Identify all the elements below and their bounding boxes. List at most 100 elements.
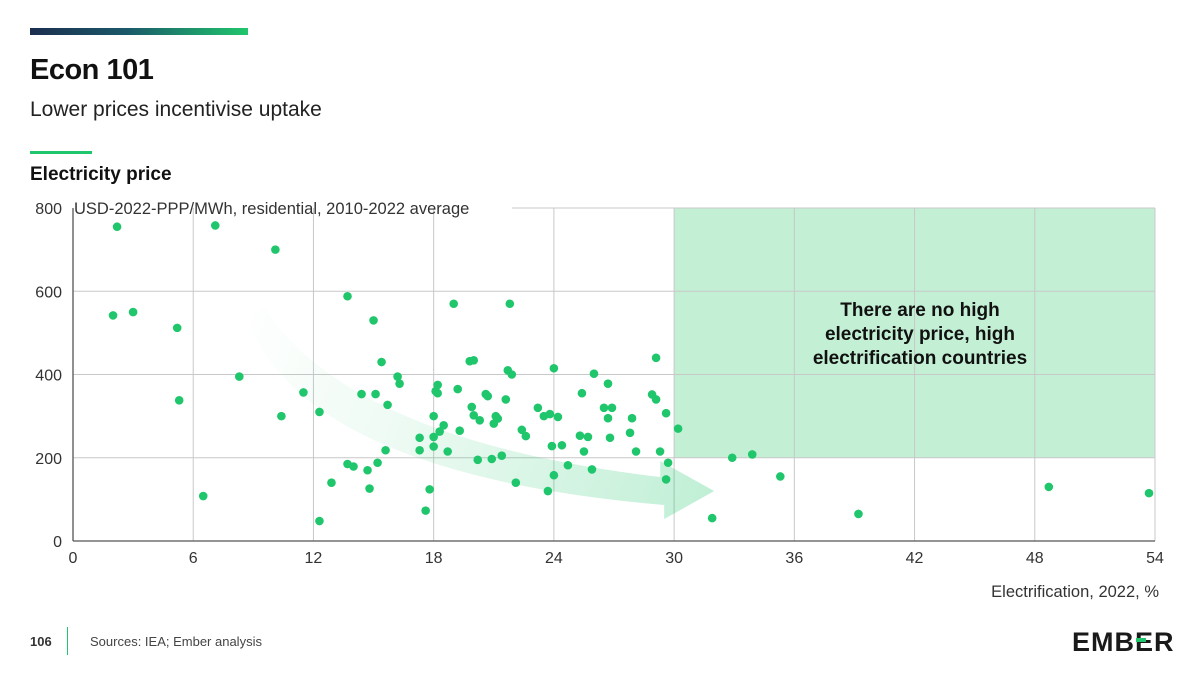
data-point: [433, 380, 442, 390]
data-point: [469, 356, 479, 365]
svg-text:EMBER: EMBER: [1072, 627, 1175, 656]
data-point: [299, 388, 308, 397]
data-point: [475, 415, 485, 425]
data-point: [112, 222, 122, 232]
chart-title-accent: [30, 151, 92, 154]
data-point: [449, 299, 459, 309]
data-point: [549, 363, 559, 373]
data-point: [517, 425, 527, 435]
data-point: [443, 447, 452, 456]
data-point: [673, 424, 683, 433]
data-point: [363, 465, 372, 475]
data-point: [365, 484, 374, 493]
data-point: [395, 379, 404, 388]
data-point: [627, 413, 637, 423]
data-point: [663, 458, 673, 468]
data-point: [575, 431, 585, 440]
data-point: [315, 516, 324, 526]
x-tick-label: 48: [1026, 550, 1044, 567]
data-point: [1044, 482, 1054, 492]
data-point: [533, 403, 543, 413]
data-point: [349, 462, 358, 471]
data-point: [415, 433, 424, 443]
data-point: [271, 245, 280, 254]
x-tick-label: 0: [69, 550, 78, 567]
data-point: [549, 470, 559, 480]
x-tick-label: 12: [305, 550, 323, 567]
data-point: [707, 513, 717, 523]
data-point: [487, 454, 497, 464]
data-point: [603, 379, 613, 388]
data-point: [579, 447, 589, 456]
data-point: [373, 458, 382, 468]
data-point: [589, 369, 599, 378]
data-point: [557, 440, 567, 450]
page-number: 106: [30, 634, 52, 649]
data-point: [727, 453, 737, 463]
data-point: [381, 445, 390, 455]
x-tick-label: 6: [189, 550, 198, 567]
data-point: [651, 395, 661, 404]
trend-arrow: [247, 306, 715, 520]
ember-logo: EMBER: [1072, 627, 1175, 656]
data-point: [651, 353, 661, 363]
data-point: [625, 428, 635, 438]
data-point: [439, 420, 448, 430]
y-tick-label: 0: [53, 534, 62, 551]
data-point: [553, 412, 563, 422]
data-point: [469, 410, 479, 420]
data-point: [210, 221, 220, 230]
data-point: [747, 450, 757, 459]
data-point: [507, 370, 517, 379]
chart-title: Electricity price: [30, 164, 172, 185]
data-point: [661, 475, 671, 484]
data-point: [583, 432, 593, 442]
data-point: [369, 316, 378, 325]
data-point: [776, 472, 785, 481]
data-point: [343, 291, 352, 301]
x-tick-label: 54: [1146, 550, 1164, 567]
data-point: [473, 455, 483, 465]
y-tick-label: 800: [35, 201, 62, 218]
data-point: [453, 384, 463, 394]
data-point: [277, 411, 286, 421]
data-point: [357, 389, 366, 399]
data-point: [455, 426, 465, 435]
data-point: [172, 323, 182, 333]
x-tick-label: 36: [785, 550, 803, 567]
data-point: [521, 431, 531, 441]
data-point: [429, 411, 438, 421]
data-point: [603, 413, 613, 423]
data-point: [371, 389, 380, 399]
data-point: [577, 388, 587, 398]
data-point: [655, 447, 665, 456]
data-point: [377, 357, 386, 367]
data-point: [327, 478, 336, 488]
x-tick-label: 18: [425, 550, 443, 567]
data-point: [483, 391, 493, 401]
data-point: [661, 408, 671, 418]
data-point: [497, 451, 507, 460]
data-point: [198, 491, 208, 501]
data-point: [393, 372, 402, 381]
data-point: [605, 433, 615, 443]
data-point: [435, 427, 444, 436]
y-tick-label: 600: [35, 284, 62, 301]
x-tick-label: 24: [545, 550, 563, 567]
data-point: [429, 432, 438, 442]
footer-sources: Sources: IEA; Ember analysis: [90, 634, 262, 649]
x-axis-label: Electrification, 2022, %: [991, 583, 1159, 601]
data-point: [174, 396, 184, 405]
data-point: [383, 400, 392, 410]
footer-divider: [67, 627, 68, 655]
x-tick-label: 30: [665, 550, 683, 567]
data-point: [433, 388, 442, 398]
data-point: [501, 395, 511, 404]
data-point: [128, 307, 138, 317]
data-point: [587, 465, 597, 474]
data-point: [425, 485, 434, 494]
data-point: [631, 447, 641, 456]
data-point: [415, 445, 424, 455]
data-point: [599, 403, 609, 413]
